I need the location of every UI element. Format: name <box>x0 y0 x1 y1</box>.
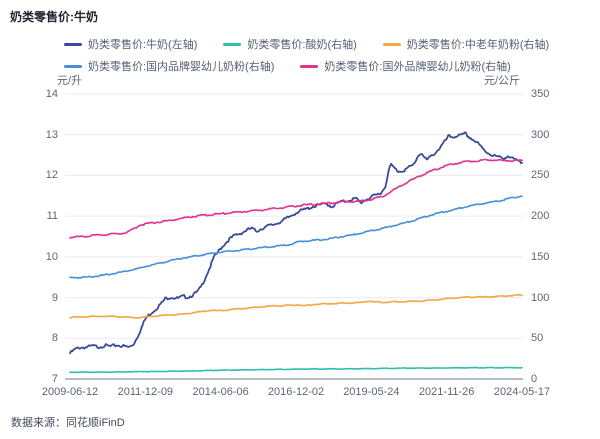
legend-line-icon <box>382 42 401 46</box>
legend-item-foreign-infant-formula[interactable]: 奶类零售价:国外品牌婴幼儿奶粉(右轴) <box>300 58 511 74</box>
right-axis-tick-label: 200 <box>531 210 550 223</box>
right-axis-tick-label: 50 <box>531 332 544 345</box>
right-axis-tick-label: 150 <box>531 250 550 263</box>
series-line-domestic-infant-formula <box>69 195 523 279</box>
series-line-yogurt <box>69 366 523 374</box>
right-axis-tick-label: 300 <box>531 128 550 141</box>
legend-line-icon <box>300 64 319 68</box>
legend-item-label: 奶类零售价:中老年奶粉(右轴) <box>406 39 550 51</box>
series-line-senior-milk-powder <box>69 293 523 319</box>
left-axis-tick-label: 12 <box>45 169 58 182</box>
right-axis-tick-label: 0 <box>531 373 538 385</box>
left-axis-tick-label: 13 <box>45 128 58 141</box>
legend-item-yogurt[interactable]: 奶类零售价:酸奶(右轴) <box>223 36 357 52</box>
legend-item-domestic-infant-formula[interactable]: 奶类零售价:国内品牌婴幼儿奶粉(右轴) <box>64 58 274 74</box>
x-axis-tick-label: 2011-12-09 <box>117 386 174 398</box>
legend-line-icon <box>64 64 82 68</box>
left-axis-tick-label: 8 <box>51 332 58 345</box>
series-line-foreign-infant-formula <box>69 158 523 239</box>
x-axis-tick-label: 2021-11-26 <box>418 386 475 398</box>
legend-item-milk[interactable]: 奶类零售价:牛奶(左轴) <box>64 36 197 52</box>
legend-item-label: 奶类零售价:国外品牌婴幼儿奶粉(右轴) <box>324 61 511 73</box>
legend-item-senior-milk-powder[interactable]: 奶类零售价:中老年奶粉(右轴) <box>382 36 550 52</box>
right-axis-tick-label: 350 <box>531 88 550 100</box>
left-axis-tick-label: 10 <box>45 250 58 263</box>
x-axis-tick-label: 2014-06-06 <box>192 386 249 398</box>
chart-legend: 奶类零售价:牛奶(左轴) 奶类零售价:酸奶(右轴) 奶类零售价:中老年奶粉(右轴) 奶… <box>64 36 575 80</box>
legend-row-2: 奶类零售价:国内品牌婴幼儿奶粉(右轴) 奶类零售价:国外品牌婴幼儿奶粉(右轴) <box>64 58 575 74</box>
legend-item-label: 奶类零售价:国内品牌婴幼儿奶粉(右轴) <box>88 61 275 73</box>
left-axis-tick-label: 9 <box>51 291 58 304</box>
series-line-milk <box>69 131 523 355</box>
left-axis-tick-label: 7 <box>51 373 58 385</box>
left-axis-unit-label: 元/升 <box>57 75 83 87</box>
right-axis-tick-label: 250 <box>531 169 550 182</box>
legend-item-label: 奶类零售价:牛奶(左轴) <box>88 39 198 51</box>
data-source-note: 数据来源：同花顺iFinD <box>11 417 125 429</box>
legend-line-icon <box>223 42 242 46</box>
page-title: 奶类零售价:牛奶 <box>10 10 98 24</box>
x-axis-tick-label: 2019-05-24 <box>343 386 400 398</box>
x-axis-tick-label: 2009-06-12 <box>41 386 99 398</box>
legend-row-1: 奶类零售价:牛奶(左轴) 奶类零售价:酸奶(右轴) 奶类零售价:中老年奶粉(右轴) <box>64 36 575 52</box>
legend-line-icon <box>64 42 82 46</box>
x-axis-tick-label: 2024-05-17 <box>493 386 551 398</box>
right-axis-unit-label: 元/公斤 <box>484 75 521 87</box>
legend-item-label: 奶类零售价:酸奶(右轴) <box>247 39 357 51</box>
x-axis-tick-label: 2016-12-02 <box>267 386 325 398</box>
left-axis-tick-label: 11 <box>46 210 58 223</box>
left-axis-tick-label: 14 <box>45 88 58 100</box>
right-axis-tick-label: 100 <box>531 291 550 304</box>
